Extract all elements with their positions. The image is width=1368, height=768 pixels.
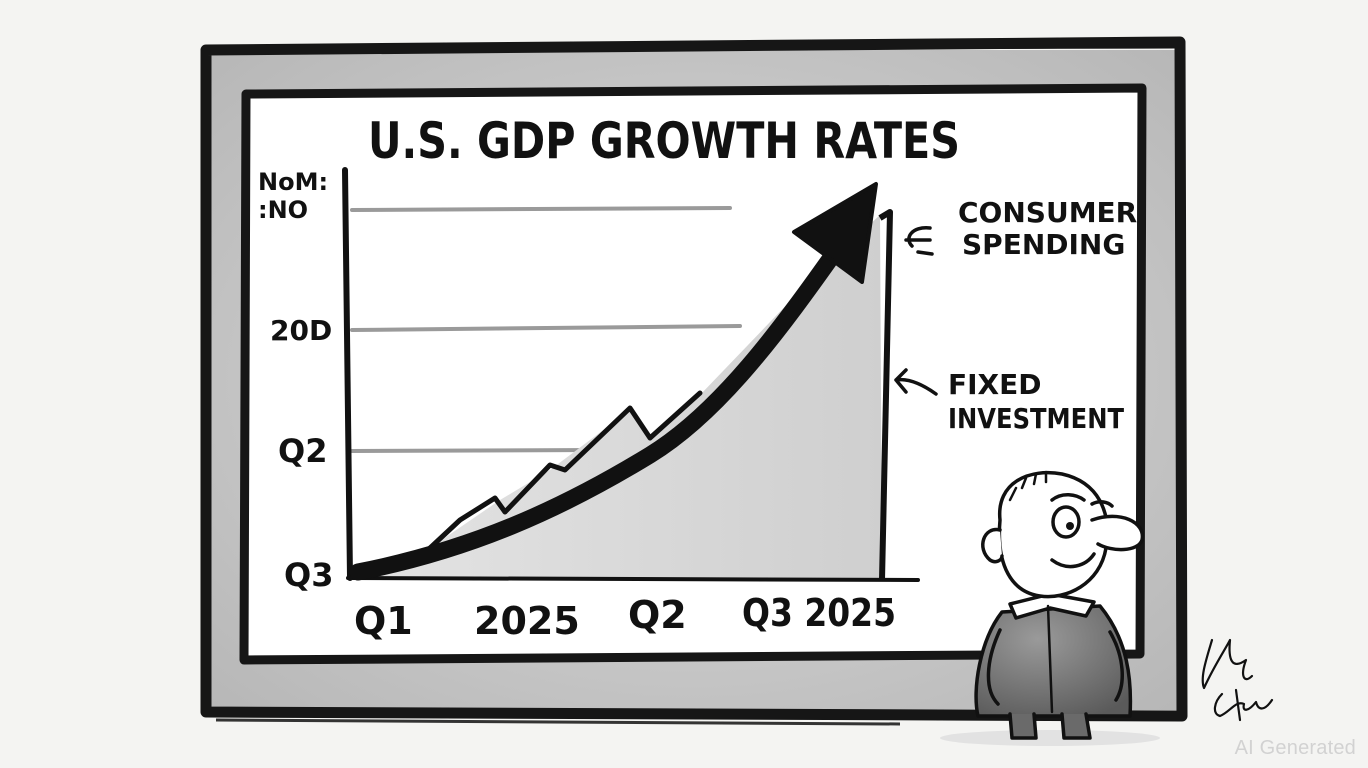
businessman-figure xyxy=(940,470,1160,746)
pointer-arrow-icon xyxy=(894,368,938,396)
y-axis-top-label-line1: NoM: xyxy=(258,168,328,196)
pointer-arrow-icon xyxy=(904,226,934,256)
fixed-investment-annotation: FIXED INVESTMENT xyxy=(894,368,1124,435)
y-axis-top-label-line2: :NO xyxy=(258,196,308,224)
consumer-spending-annotation: CONSUMER SPENDING xyxy=(904,196,1137,261)
fixed-label-line1: FIXED xyxy=(948,368,1042,401)
y-axis xyxy=(342,167,353,581)
gridline-lower xyxy=(350,448,602,453)
y-tick-label: Q2 xyxy=(278,432,327,470)
x-tick-label: 2025 xyxy=(474,599,580,643)
area-right-edge xyxy=(878,209,893,581)
gridline-middle xyxy=(350,324,742,332)
area-fill xyxy=(356,215,882,578)
gridlines xyxy=(350,206,742,453)
growth-arrow xyxy=(349,182,878,581)
x-tick-label: Q2 xyxy=(628,593,687,637)
fixed-label-line2: INVESTMENT xyxy=(948,402,1124,435)
x-tick-label: Q3 2025 xyxy=(742,591,896,635)
ai-generated-watermark: AI Generated xyxy=(1234,737,1356,759)
y-tick-label: Q3 xyxy=(284,556,333,594)
x-tick-label: Q1 xyxy=(354,599,413,643)
chart-title: U.S. GDP GROWTH RATES xyxy=(368,112,960,170)
y-axis-labels: NoM: :NO 20D Q2 Q3 xyxy=(258,168,333,594)
x-axis xyxy=(346,576,920,582)
fixed-investment-line xyxy=(427,390,703,551)
artist-signature xyxy=(1201,638,1274,722)
gridline-top xyxy=(350,206,732,212)
consumer-label-line1: CONSUMER xyxy=(958,196,1137,229)
x-axis-labels: Q1 2025 Q2 Q3 2025 xyxy=(354,591,896,643)
axes xyxy=(342,167,920,582)
y-tick-label: 20D xyxy=(270,314,332,347)
consumer-label-line2: SPENDING xyxy=(962,228,1125,261)
